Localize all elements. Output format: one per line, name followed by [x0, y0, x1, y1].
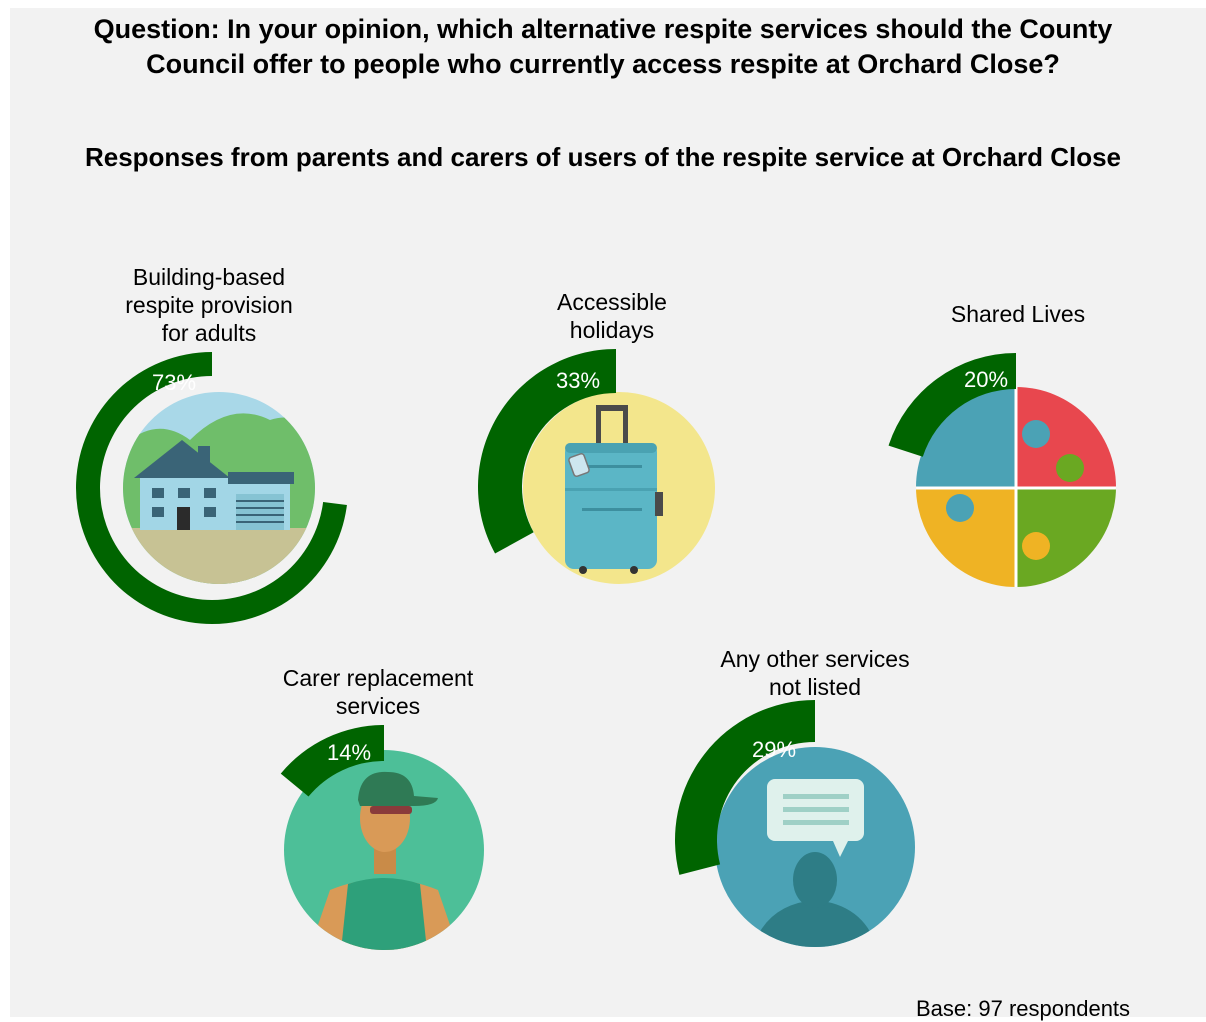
item-label-carer-replacement: Carer replacement services — [248, 664, 508, 720]
item-label-line: respite provision — [125, 292, 293, 318]
value-label: 33% — [556, 368, 600, 393]
arc-layer: 73% 33% 20% 14% 29% — [76, 349, 1016, 875]
value-label: 73% — [152, 370, 196, 395]
item-label-line: holidays — [569, 317, 655, 343]
puzzle-icon — [916, 387, 1116, 587]
donut-arc — [477, 349, 616, 554]
donut-arc — [280, 725, 384, 797]
carer-icon — [284, 750, 484, 950]
item-label-building-based: Building-based respite provision for adu… — [79, 263, 339, 347]
question-title-line: Council offer to people who currently ac… — [146, 49, 1060, 79]
donut-arc — [675, 700, 815, 875]
item-label-line: for adults — [161, 320, 257, 346]
value-label: 29% — [752, 737, 796, 762]
item-label-line: Accessible — [557, 289, 667, 315]
base-note: Base: 97 respondents — [916, 996, 1131, 1021]
question-title-line: Question: In your opinion, which alterna… — [93, 14, 1113, 44]
item-label-line: Shared Lives — [950, 301, 1086, 327]
item-label-line: services — [335, 693, 421, 719]
value-label: 20% — [964, 367, 1008, 392]
item-label-line: Any other services — [720, 646, 910, 672]
chart-subtitle: Responses from parents and carers of use… — [84, 142, 1122, 172]
house-icon — [123, 392, 315, 584]
item-label-any-other: Any other services not listed — [685, 645, 945, 701]
value-label: 14% — [327, 740, 371, 765]
item-label-line: Building-based — [132, 264, 286, 290]
question-title: Question: In your opinion, which alterna… — [0, 12, 1206, 82]
speech-bubble-icon — [715, 747, 915, 947]
suitcase-icon — [523, 392, 715, 584]
item-label-line: Carer replacement — [282, 665, 474, 691]
donut-arc — [888, 353, 1016, 457]
item-label-line: not listed — [768, 674, 862, 700]
item-label-shared-lives: Shared Lives — [888, 300, 1148, 328]
item-label-accessible-holidays: Accessible holidays — [482, 288, 742, 344]
